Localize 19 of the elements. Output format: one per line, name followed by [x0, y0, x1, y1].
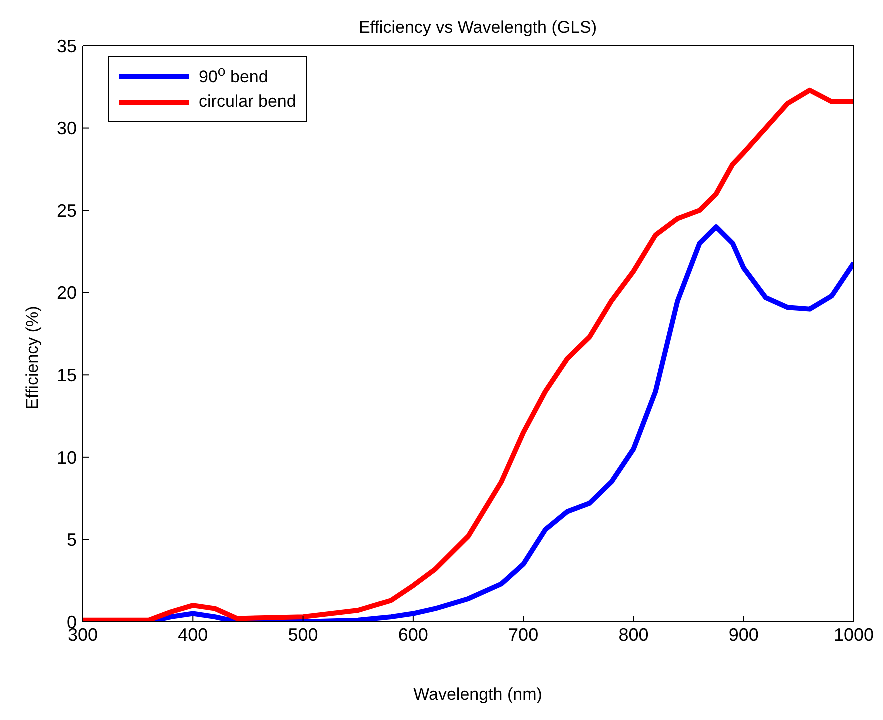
y-tick-label: 5: [66, 530, 77, 550]
y-tick-label: 35: [56, 36, 77, 56]
y-axis-title: Efficiency (%): [23, 306, 42, 410]
y-tick-label: 15: [56, 366, 77, 386]
y-tick-label: 10: [56, 448, 77, 468]
y-tick-label: 25: [56, 200, 77, 221]
x-tick-label: 1000: [834, 624, 874, 645]
chart-title: Efficiency vs Wavelength (GLS): [358, 18, 598, 37]
y-tick-label: 20: [56, 283, 77, 304]
x-tick-label: 400: [178, 624, 208, 645]
x-tick-label: 600: [398, 624, 428, 645]
x-tick-label: 800: [618, 624, 649, 645]
x-tick-label: 900: [728, 624, 759, 645]
legend-label: circular bend: [199, 92, 296, 112]
x-tick-label: 700: [508, 624, 539, 645]
legend-label: 90$^{o}$ bend: [199, 64, 268, 88]
x-tick-label: 500: [288, 624, 318, 645]
x-axis-title: Wavelength (nm): [414, 685, 542, 704]
y-tick-label: 30: [56, 118, 77, 139]
